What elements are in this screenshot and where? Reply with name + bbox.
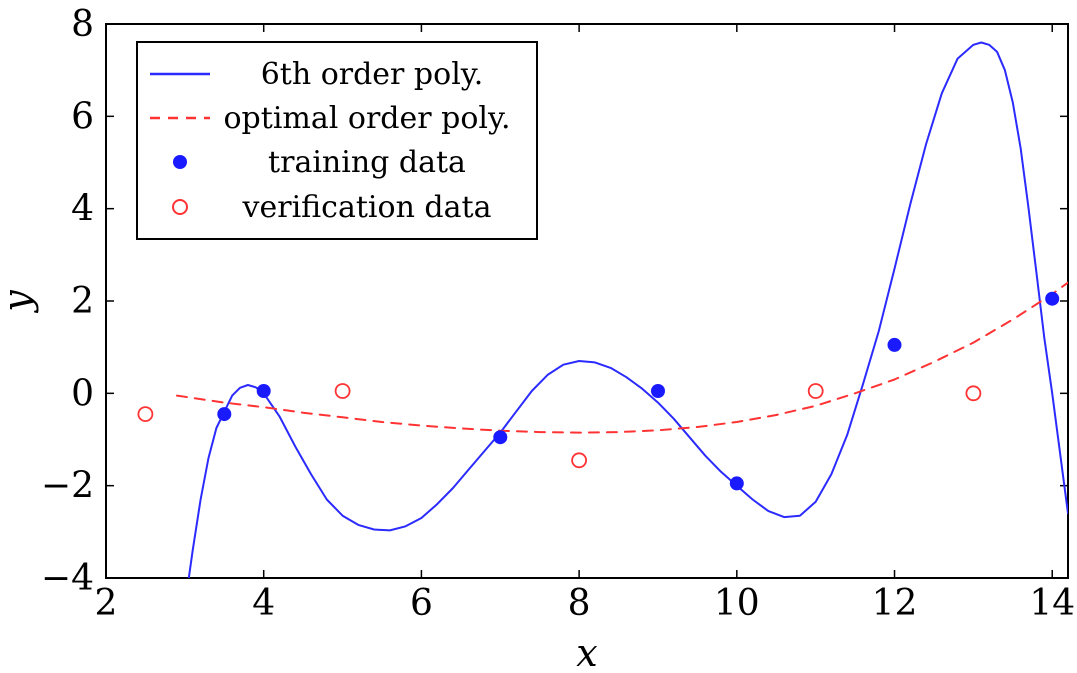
point-verification-data <box>137 406 154 423</box>
x-tick-label: 4 <box>252 583 275 624</box>
point-verification-data <box>807 383 824 399</box>
point-training-data <box>1045 291 1060 306</box>
y-tick-label: 2 <box>71 281 94 322</box>
x-tick-label: 10 <box>714 583 760 624</box>
point-verification-data <box>334 383 351 399</box>
legend-label-optimal-order-poly: optimal order poly. <box>224 101 511 136</box>
x-tick-label: 14 <box>1029 583 1075 624</box>
legend-swatch-training-data <box>173 155 187 169</box>
axes: 2 4 6 8 10 12 14 −4 −2 0 2 4 6 8 <box>41 4 1075 624</box>
legend-label-6th-order-poly: 6th order poly. <box>261 57 484 92</box>
y-axis-label: y <box>0 290 39 314</box>
y-tick-label: 4 <box>71 189 94 230</box>
legend-label-verification-data: verification data <box>242 190 492 225</box>
y-tick-label: 0 <box>71 373 94 414</box>
legend-swatch-verification-data <box>172 199 188 215</box>
series-line-6th-order-poly <box>187 41 1068 578</box>
x-tick-label: 6 <box>410 583 433 624</box>
x-tick-label: 2 <box>95 583 118 624</box>
y-tick-label: −4 <box>41 558 94 599</box>
point-training-data <box>256 384 271 398</box>
point-training-data <box>651 384 665 398</box>
point-training-data <box>887 337 902 352</box>
y-tick-label: 8 <box>71 4 94 45</box>
y-tick-label: −2 <box>41 466 94 507</box>
point-training-data <box>729 476 744 491</box>
x-tick-label: 8 <box>568 583 591 624</box>
y-tick-label: 6 <box>71 96 94 137</box>
series-line-optimal-order-poly <box>176 281 1068 434</box>
x-tick-label: 12 <box>872 583 918 624</box>
point-verification-data <box>965 385 982 402</box>
point-training-data <box>217 407 232 422</box>
point-training-data <box>493 430 508 445</box>
x-axis-label: x <box>576 631 597 673</box>
marker-layer <box>137 291 1060 491</box>
legend: 6th order poly. optimal order poly. trai… <box>136 41 538 240</box>
legend-label-training-data: training data <box>268 145 466 180</box>
series-layer <box>176 41 1068 578</box>
point-verification-data <box>571 452 587 469</box>
